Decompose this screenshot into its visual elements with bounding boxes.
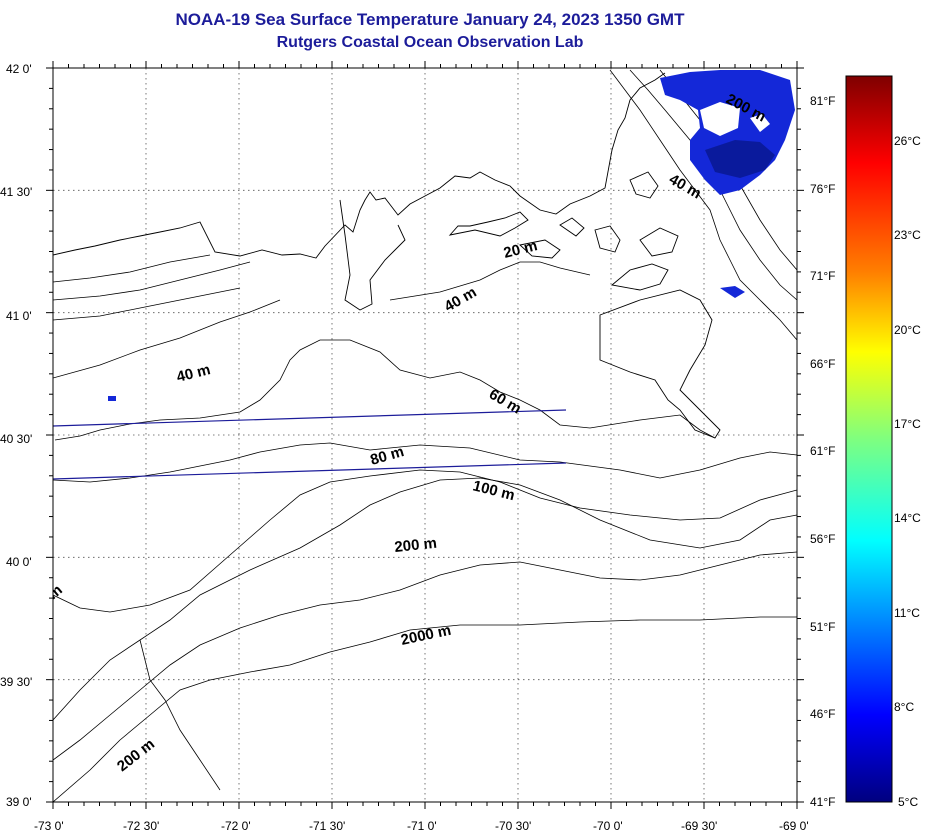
contour-label-40m-c: 40 m xyxy=(666,171,704,203)
colorbar-f-label: 66°F xyxy=(810,357,835,371)
lat-label: 39 0' xyxy=(6,795,32,809)
colorbar-f-labels: 81°F 76°F 71°F 66°F 61°F 56°F 51°F 46°F … xyxy=(810,94,835,809)
lat-label: 41 30' xyxy=(0,185,32,199)
lon-label: -71 30' xyxy=(309,819,345,832)
lon-label: -70 30' xyxy=(495,819,531,832)
coastline xyxy=(53,72,721,439)
lat-label: 41 0' xyxy=(6,309,32,323)
colorbar-c-label: 17°C xyxy=(894,417,921,431)
lon-label: -69 0' xyxy=(779,819,809,832)
colorbar-f-label: 81°F xyxy=(810,94,835,108)
colorbar-c-labels: 26°C 23°C 20°C 17°C 14°C 11°C 8°C 5°C xyxy=(894,134,921,809)
contour-label-40m-a: 40 m xyxy=(442,284,480,316)
lon-label: -72 0' xyxy=(221,819,251,832)
lon-label: -69 30' xyxy=(681,819,717,832)
sst-data-patches xyxy=(108,70,795,401)
latitude-labels: 42 0' 41 30' 41 0' 40 30' 40 0' 39 30' 3… xyxy=(0,62,32,809)
contour-label-2000m: 2000 m xyxy=(399,622,452,649)
map-grid xyxy=(53,68,797,802)
colorbar-f-label: 41°F xyxy=(810,795,835,809)
lon-label: -70 0' xyxy=(593,819,623,832)
sst-cold-core xyxy=(705,140,775,178)
lat-label: 42 0' xyxy=(6,62,32,76)
colorbar-f-label: 56°F xyxy=(810,532,835,546)
colorbar-c-label: 26°C xyxy=(894,134,921,148)
lon-label: -71 0' xyxy=(407,819,437,832)
longitude-labels: -73 0' -72 30' -72 0' -71 30' -71 0' -70… xyxy=(34,819,809,832)
lat-label: 39 30' xyxy=(0,675,32,689)
colorbar-c-label: 5°C xyxy=(898,795,918,809)
colorbar-f-label: 61°F xyxy=(810,444,835,458)
colorbar-f-label: 71°F xyxy=(810,269,835,283)
map-title: NOAA-19 Sea Surface Temperature January … xyxy=(175,10,685,29)
contour-labels: 20 m 40 m 40 m 40 m 60 m 80 m 100 m 200 … xyxy=(53,91,769,776)
contour-label-80m: 80 m xyxy=(368,443,406,469)
colorbar-f-label: 51°F xyxy=(810,620,835,634)
map-subtitle: Rutgers Coastal Ocean Observation Lab xyxy=(276,34,584,51)
contour-label-200m: 200 m xyxy=(394,535,438,556)
map-content: 20 m 40 m 40 m 40 m 60 m 80 m 100 m 200 … xyxy=(53,69,797,802)
bathymetry-contours xyxy=(53,69,797,802)
colorbar-c-label: 11°C xyxy=(894,606,920,620)
sst-cloud-gaps xyxy=(700,102,770,136)
contour-label-40m-b: 40 m xyxy=(175,361,212,386)
lon-label: -73 0' xyxy=(34,819,64,832)
contour-label-20m: 20 m xyxy=(502,237,539,262)
colorbar-c-label: 20°C xyxy=(894,323,921,337)
contour-label-100m: 100 m xyxy=(471,477,516,504)
lat-label: 40 30' xyxy=(0,432,32,446)
axis-ticks xyxy=(46,61,804,809)
colorbar xyxy=(845,75,893,803)
colorbar-c-label: 8°C xyxy=(894,700,914,714)
colorbar-f-label: 76°F xyxy=(810,182,835,196)
lon-label: -72 30' xyxy=(123,819,159,832)
colorbar-c-label: 23°C xyxy=(894,228,921,242)
colorbar-c-label: 14°C xyxy=(894,511,921,525)
lat-label: 40 0' xyxy=(6,555,32,569)
colorbar-f-label: 46°F xyxy=(810,707,835,721)
contour-label-200m-sw: 200 m xyxy=(114,736,158,776)
satellite-track-lines xyxy=(53,409,567,480)
